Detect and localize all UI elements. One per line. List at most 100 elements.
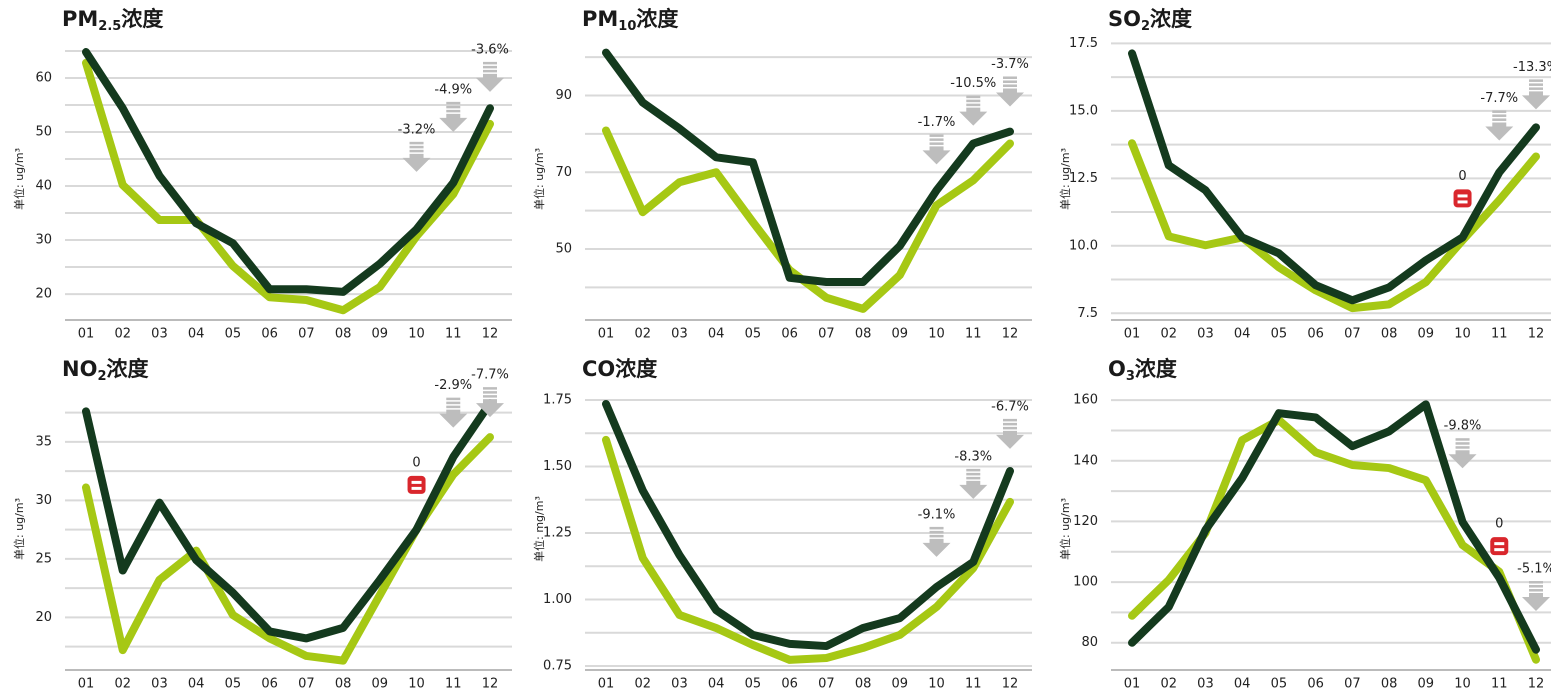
x-tick-label: 11 bbox=[965, 327, 982, 342]
arrow-bar bbox=[1529, 585, 1543, 588]
arrow-bar bbox=[1003, 80, 1017, 83]
annotation-label: -7.7% bbox=[471, 368, 509, 383]
arrow-bar bbox=[446, 401, 461, 405]
y-tick-label: 80 bbox=[1081, 635, 1098, 650]
arrow-bar bbox=[483, 387, 497, 390]
chart-title: SO2浓度 bbox=[1108, 7, 1192, 34]
y-tick-label: 15.0 bbox=[1069, 103, 1098, 118]
title-part: CO浓度 bbox=[582, 357, 657, 381]
arrow-head bbox=[922, 538, 951, 557]
arrow-head bbox=[959, 480, 988, 499]
y-tick-label: 120 bbox=[1073, 514, 1098, 529]
x-tick-label: 07 bbox=[818, 327, 835, 342]
y-tick-label: 1.50 bbox=[543, 459, 572, 474]
arrow-bar bbox=[1529, 79, 1543, 82]
x-tick-label: 12 bbox=[482, 677, 499, 692]
title-part: 浓度 bbox=[121, 7, 163, 31]
x-tick-label: 12 bbox=[1002, 677, 1019, 692]
annotation-label: -3.2% bbox=[398, 122, 436, 137]
x-tick-label: 09 bbox=[1418, 677, 1435, 692]
x-tick-label: 12 bbox=[482, 327, 499, 342]
x-tick-label: 06 bbox=[1307, 677, 1324, 692]
arrow-bar bbox=[966, 95, 981, 99]
y-tick-label: 100 bbox=[1073, 575, 1098, 590]
chart-title: O3浓度 bbox=[1108, 357, 1177, 384]
arrow-bar bbox=[483, 61, 497, 65]
arrow-bar bbox=[409, 149, 424, 153]
x-tick-label: 05 bbox=[225, 327, 242, 342]
title-part: PM bbox=[62, 7, 98, 31]
arrow-bar bbox=[446, 397, 461, 401]
chart-title: PM2.5浓度 bbox=[62, 7, 163, 34]
y-tick-label: 1.75 bbox=[543, 392, 572, 407]
y-tick-label: 30 bbox=[35, 233, 52, 248]
y-tick-label: 30 bbox=[35, 493, 52, 508]
chart-title: NO2浓度 bbox=[62, 357, 148, 384]
x-tick-label: 10 bbox=[1454, 677, 1471, 692]
x-tick-label: 07 bbox=[1344, 677, 1361, 692]
data-line bbox=[1128, 139, 1540, 313]
data-line bbox=[82, 399, 494, 643]
x-tick-label: 11 bbox=[445, 677, 462, 692]
arrow-bar bbox=[966, 476, 981, 480]
arrow-head bbox=[402, 153, 431, 172]
x-tick-label: 06 bbox=[261, 327, 278, 342]
arrow-head bbox=[1522, 91, 1550, 110]
arrow-bar bbox=[1455, 438, 1470, 441]
x-tick-label: 02 bbox=[1160, 677, 1177, 692]
y-tick-label: 160 bbox=[1073, 393, 1098, 408]
arrow-bar bbox=[1529, 87, 1543, 90]
annotation-label: 0 bbox=[412, 455, 420, 470]
data-line bbox=[82, 58, 494, 315]
x-tick-label: 11 bbox=[445, 327, 462, 342]
arrow-head bbox=[1522, 593, 1550, 612]
arrow-bar bbox=[1529, 589, 1543, 592]
x-tick-label: 01 bbox=[598, 677, 615, 692]
title-part: NO bbox=[62, 357, 97, 381]
title-part: 浓度 bbox=[1135, 357, 1177, 381]
title-part: SO bbox=[1108, 7, 1141, 31]
annotation-label: -6.7% bbox=[991, 399, 1029, 414]
x-tick-label: 10 bbox=[408, 327, 425, 342]
y-tick-label: 1.25 bbox=[543, 525, 572, 540]
data-line bbox=[1128, 49, 1540, 305]
annotation-label: -9.1% bbox=[918, 507, 956, 522]
annotation-label: -1.7% bbox=[918, 115, 956, 130]
arrow-bar bbox=[1455, 446, 1470, 449]
arrow-head bbox=[922, 146, 951, 165]
title-part: 浓度 bbox=[106, 357, 148, 381]
arrow-head bbox=[996, 88, 1024, 107]
annotation-label: -4.9% bbox=[434, 82, 472, 97]
y-axis-label: 单位: ug/m³ bbox=[12, 148, 26, 210]
title-part: 2.5 bbox=[98, 19, 121, 34]
x-tick-label: 10 bbox=[408, 677, 425, 692]
annotation-label: -3.7% bbox=[991, 57, 1029, 72]
arrow-bar bbox=[1003, 76, 1017, 79]
x-tick-label: 01 bbox=[78, 677, 95, 692]
equal-icon bbox=[1453, 189, 1472, 208]
arrow-bar bbox=[446, 105, 461, 109]
arrow-bar bbox=[483, 69, 497, 73]
y-tick-label: 40 bbox=[35, 179, 52, 194]
y-tick-label: 60 bbox=[35, 70, 52, 85]
y-tick-label: 1.00 bbox=[543, 592, 572, 607]
x-tick-label: 03 bbox=[1197, 677, 1214, 692]
arrow-bar bbox=[1529, 581, 1543, 584]
x-tick-label: 12 bbox=[1528, 327, 1545, 342]
annotation-label: -7.7% bbox=[1480, 91, 1518, 106]
annotation-label: -5.1% bbox=[1517, 562, 1551, 577]
y-tick-label: 12.5 bbox=[1069, 171, 1098, 186]
x-tick-label: 08 bbox=[855, 677, 872, 692]
title-part: 2 bbox=[1141, 19, 1150, 34]
arrow-bar bbox=[483, 391, 497, 394]
equal-icon bbox=[407, 475, 426, 494]
arrow-bar bbox=[446, 101, 461, 105]
arrow-bar bbox=[446, 109, 461, 113]
y-tick-label: 35 bbox=[35, 434, 52, 449]
x-tick-label: 12 bbox=[1002, 327, 1019, 342]
annotation-label: -2.9% bbox=[434, 378, 472, 393]
x-tick-label: 05 bbox=[1271, 327, 1288, 342]
arrow-bar bbox=[1492, 114, 1507, 117]
x-tick-label: 06 bbox=[1307, 327, 1324, 342]
y-tick-label: 20 bbox=[35, 287, 52, 302]
